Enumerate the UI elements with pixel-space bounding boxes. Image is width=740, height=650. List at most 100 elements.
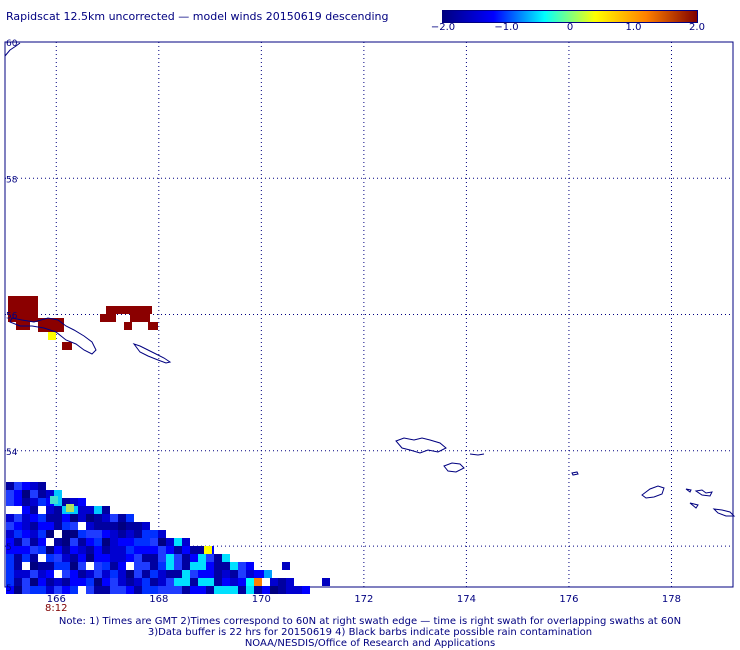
wind-cell: [38, 554, 46, 562]
wind-cell: [166, 562, 174, 570]
wind-cell: [118, 570, 126, 578]
wind-cell: [150, 562, 158, 570]
wind-cell: [70, 562, 78, 570]
lon-tick-label: 178: [662, 594, 681, 605]
wind-cell: [6, 578, 14, 586]
wind-cell: [110, 578, 118, 586]
wind-cell: [222, 586, 230, 594]
wind-cell: [118, 546, 126, 554]
wind-cell: [46, 522, 54, 530]
wind-cell: [100, 314, 116, 322]
wind-cell: [110, 570, 118, 578]
wind-cell: [174, 578, 182, 586]
wind-cell: [110, 514, 118, 522]
wind-cell: [230, 586, 238, 594]
coastline: [4, 42, 736, 517]
wind-cell: [246, 586, 254, 594]
lat-tick-label: 54: [6, 448, 18, 458]
wind-cell: [62, 570, 70, 578]
wind-cell: [190, 554, 198, 562]
wind-cell: [102, 586, 110, 594]
wind-cell: [54, 538, 62, 546]
wind-cell: [118, 514, 126, 522]
wind-cell: [30, 482, 38, 490]
wind-cell: [254, 570, 262, 578]
wind-cell: [110, 554, 118, 562]
wind-cell: [14, 538, 22, 546]
wind-cell: [6, 538, 14, 546]
wind-cell: [206, 578, 214, 586]
wind-cell: [158, 530, 166, 538]
wind-cell: [174, 538, 182, 546]
wind-cell: [102, 514, 110, 522]
wind-cell: [30, 562, 38, 570]
wind-cell: [94, 546, 102, 554]
wind-cell: [204, 546, 212, 554]
wind-cell: [238, 586, 246, 594]
wind-cell: [22, 578, 30, 586]
wind-cell: [54, 578, 62, 586]
wind-cell: [86, 506, 94, 514]
wind-cell: [14, 586, 22, 594]
wind-cell: [102, 506, 110, 514]
wind-cell: [110, 546, 118, 554]
wind-cell: [102, 554, 110, 562]
wind-cell: [322, 578, 330, 586]
wind-cell: [46, 514, 54, 522]
wind-cell: [6, 506, 14, 514]
wind-cell: [14, 570, 22, 578]
wind-cell: [142, 578, 150, 586]
wind-cell: [78, 498, 86, 506]
wind-cell: [78, 538, 86, 546]
islet-1-coast: [469, 453, 485, 456]
wind-cell: [158, 554, 166, 562]
wind-cell: [130, 314, 150, 322]
wind-cell: [158, 570, 166, 578]
wind-cell: [126, 530, 134, 538]
colorbar-tick-label: −2.0: [430, 22, 456, 33]
wind-cell: [86, 530, 94, 538]
swath-time-label: 8:12: [45, 603, 67, 614]
wind-cell: [206, 562, 214, 570]
wind-cell: [134, 570, 142, 578]
wind-cell: [54, 546, 62, 554]
wind-cell: [54, 562, 62, 570]
wind-cell: [118, 522, 126, 530]
wind-cell: [190, 578, 198, 586]
wind-cell: [22, 522, 30, 530]
wind-cell: [158, 538, 166, 546]
wind-cell: [54, 586, 62, 594]
wind-cell: [86, 554, 94, 562]
wind-cell: [110, 538, 118, 546]
wind-cell: [198, 554, 206, 562]
wind-cell: [94, 554, 102, 562]
wind-cell: [70, 570, 78, 578]
wind-cell: [70, 538, 78, 546]
wind-cell: [270, 586, 278, 594]
wind-cell: [8, 296, 38, 322]
wind-cell: [134, 578, 142, 586]
axis-labels: 166 168 170 172 174 176 178 60 58 56 54 5 5 8:12: [6, 39, 681, 614]
wind-cell: [62, 342, 72, 350]
wind-cell: [102, 578, 110, 586]
wind-cell: [214, 586, 222, 594]
wind-cell: [174, 570, 182, 578]
wind-cell: [66, 504, 74, 512]
wind-cell: [158, 546, 166, 554]
wind-cell: [78, 586, 86, 594]
wind-cell: [150, 586, 158, 594]
wind-cell: [190, 546, 198, 554]
wind-cell: [62, 522, 70, 530]
wind-cell: [94, 538, 102, 546]
colorbar-tick-label: 1.0: [625, 22, 642, 33]
wind-cell: [126, 578, 134, 586]
wind-cell: [166, 530, 174, 538]
wind-cell: [246, 578, 254, 586]
wind-cell: [158, 562, 166, 570]
wind-cell: [6, 570, 14, 578]
wind-cell: [78, 578, 86, 586]
wind-cell: [54, 490, 62, 498]
wind-cell: [22, 506, 30, 514]
wind-cell: [30, 546, 38, 554]
